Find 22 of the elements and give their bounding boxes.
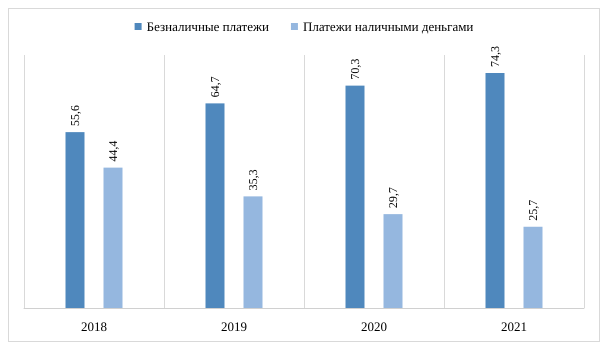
legend-label: Платежи наличными деньгами: [302, 19, 474, 34]
data-label: 55,6: [68, 105, 82, 126]
bar: [346, 86, 364, 308]
bar: [66, 132, 84, 308]
bar: [104, 168, 122, 308]
legend-label: Безналичные платежи: [146, 19, 269, 34]
data-label: 64,7: [208, 76, 222, 98]
bar: [486, 73, 504, 308]
bar: [524, 226, 542, 308]
x-tick-label: 2021: [501, 319, 527, 334]
bar: [244, 196, 262, 308]
x-tick-label: 2019: [221, 319, 247, 334]
data-label: 70,3: [348, 58, 362, 80]
data-label: 74,3: [488, 46, 502, 68]
bar: [206, 103, 224, 308]
data-label: 44,4: [106, 140, 120, 162]
x-tick-label: 2020: [361, 319, 387, 334]
x-tick-label: 2018: [81, 319, 107, 334]
data-label: 25,7: [526, 200, 540, 221]
bar: [384, 214, 402, 308]
data-label: 35,3: [246, 169, 260, 190]
data-label: 29,7: [386, 187, 400, 208]
